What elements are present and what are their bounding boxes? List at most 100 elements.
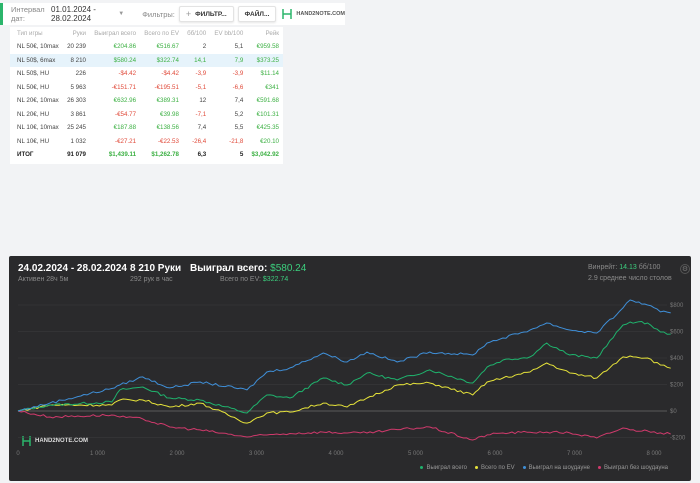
table-row[interactable]: NL 10€, HU 1 032 -€27.21 -€22.53 -26,4 -21,8 €… (10, 135, 283, 149)
add-filter-label: ФИЛЬТР... (195, 10, 227, 18)
won-total: Выиграл всего: $580.24 (190, 263, 306, 274)
table-row[interactable]: NL 50€, 10max 20 239 €204.86 €516.67 2 5,1 €95… (10, 40, 283, 54)
table-cell: €389.31 (156, 97, 179, 105)
table-row[interactable]: NL 50$, 6max 8 210 $580.24 $322.74 14,1 7,9 $3… (10, 53, 283, 67)
legend-label: Выиграл без шоудауна (604, 465, 668, 471)
hands-per-hour: 292 рук в час (130, 276, 173, 283)
table-total-row[interactable]: ИТОГ 91 079 $1,439.11 $1,262.78 6,3 5 $3,042.9… (10, 148, 283, 162)
y-tick-label: $800 (670, 303, 684, 309)
series-line-3[interactable] (17, 410, 671, 441)
table-cell: -3,9 (195, 70, 207, 78)
table-cell: €187.88 (113, 124, 137, 132)
date-range: 24.02.2024 - 28.02.2024 (18, 263, 127, 274)
table-row[interactable]: NL 50$, HU 226 -$4.42 -$4.42 -3,9 -3,9 $11.14 (10, 67, 283, 81)
table-cell: $3,042.92 (251, 151, 279, 159)
legend-item[interactable]: Выиграл на шоудауне (522, 465, 590, 471)
series-line-0[interactable] (17, 321, 671, 414)
table-cell: 14,1 (182, 53, 211, 67)
table-cell: 3 861 (70, 110, 86, 118)
ev-value: $322.74 (262, 276, 289, 283)
add-filter-button[interactable]: + ФИЛЬТР... (178, 6, 234, 22)
column-header[interactable]: Всего по EV (144, 30, 179, 37)
column-header[interactable]: Руки (72, 30, 86, 37)
y-tick-label: $600 (670, 330, 684, 336)
table-cell: $373.25 (247, 53, 283, 67)
table-cell: €20.10 (260, 137, 279, 145)
settings-icon[interactable]: ⚙ (680, 264, 690, 274)
table-row[interactable]: NL 10€, 10max 25 245 €187.88 €138.56 7,4 5,5 €… (10, 121, 283, 135)
table-cell: 25 245 (67, 124, 86, 132)
table-cell: 5 (239, 151, 244, 159)
y-tick-label: $400 (670, 356, 684, 362)
table-cell: -€151.71 (111, 83, 137, 91)
table-cell: $322.74 (140, 53, 183, 67)
table-cell: $1,439.11 (108, 151, 137, 159)
interval-label: Интервал дат: (11, 5, 45, 23)
table-cell: $1,262.78 (151, 151, 179, 159)
table-row[interactable]: NL 20€, 10max 26 303 €632.96 €389.31 12 7,4 €5… (10, 94, 283, 108)
x-tick-label: 1 000 (90, 451, 106, 457)
x-tick-label: 5 000 (408, 451, 424, 457)
table-cell: 226 (75, 70, 86, 78)
column-header[interactable]: Выиграл всего (94, 30, 137, 37)
ev-label: Всего по EV: (220, 276, 261, 283)
watermark-text: HAND2NOTE.COM (35, 438, 89, 444)
table-cell: NL 20€, 10max (17, 97, 59, 105)
filters-label: Фильтры: (142, 9, 175, 19)
winrate-label: Винрейт: (588, 264, 618, 271)
file-button[interactable]: ФАЙЛ... (237, 6, 277, 22)
column-header[interactable]: Рейк (265, 30, 279, 37)
column-header[interactable]: Тип игры (17, 30, 43, 37)
table-cell: NL 50€, HU (17, 83, 50, 91)
legend-dot-icon (522, 465, 526, 469)
series-line-2[interactable] (17, 299, 671, 412)
legend-dot-icon (598, 465, 601, 469)
game-type-table: Тип игры Руки Выиграл всего Всего по EV бб/1… (10, 27, 283, 162)
table-cell: 2 (202, 43, 207, 51)
winrate-unit: бб/100 (638, 264, 661, 271)
table-cell: €591.68 (256, 97, 279, 105)
file-label: ФАЙЛ... (244, 10, 270, 18)
table-cell: 91 079 (67, 151, 86, 159)
legend-item[interactable]: Выиграл без шоудауна (598, 465, 668, 471)
table-cell: €101.31 (256, 110, 279, 118)
table-cell: €425.35 (256, 124, 279, 132)
table-cell: -€54.77 (115, 110, 137, 118)
legend-item[interactable]: Всего по EV (475, 465, 515, 471)
table-cell: -€22.53 (157, 137, 179, 145)
winrate-value: 14.13 (619, 264, 637, 271)
active-time: Активен 28ч 5м (18, 276, 69, 283)
table-cell: €39.98 (160, 110, 179, 118)
series-line-1[interactable] (17, 355, 671, 424)
x-tick-label: 7 000 (567, 451, 583, 457)
x-tick-label: 3 000 (249, 451, 265, 457)
legend-dot-icon (420, 465, 424, 469)
legend-item[interactable]: Выиграл всего (420, 465, 467, 471)
x-tick-label: 4 000 (328, 451, 344, 457)
table-row[interactable]: NL 20€, HU 3 861 -€54.77 €39.98 -7,1 5,2 €101.… (10, 108, 283, 122)
table-cell: 7,9 (210, 53, 248, 67)
chevron-down-icon[interactable]: ▼ (118, 11, 125, 17)
date-interval-select[interactable]: 01.01.2024 - 28.02.2024 (51, 5, 96, 23)
hand2note-logo: HAND2NOTE.COM (282, 8, 345, 20)
table-cell: $11.14 (260, 70, 279, 78)
y-tick-label: $200 (670, 383, 684, 389)
legend-label: Всего по EV (481, 465, 515, 471)
column-header[interactable]: бб/100 (187, 30, 207, 37)
column-header[interactable]: EV bb/100 (214, 30, 244, 37)
table-cell: -€27.21 (115, 137, 137, 145)
table-cell: NL 10€, 10max (17, 124, 59, 132)
legend-label: Выиграл всего (426, 465, 468, 471)
table-row[interactable]: NL 50€, HU 5 963 -€151.71 -€195.51 -5,1 -6,6 €… (10, 81, 283, 95)
table-cell: ИТОГ (17, 151, 34, 159)
table-cell: 7,4 (197, 124, 207, 132)
table-cell: NL 50€, 10max (17, 43, 59, 51)
table-cell: $580.24 (90, 53, 141, 67)
table-cell: -$4.42 (118, 70, 137, 78)
table-cell: €516.67 (156, 43, 179, 51)
table-cell: €138.56 (156, 124, 179, 132)
table-cell: 5,5 (234, 124, 244, 132)
table-cell: -3,9 (232, 70, 244, 78)
filter-toolbar: Интервал дат: 01.01.2024 - 28.02.2024 ▼ … (0, 3, 345, 25)
